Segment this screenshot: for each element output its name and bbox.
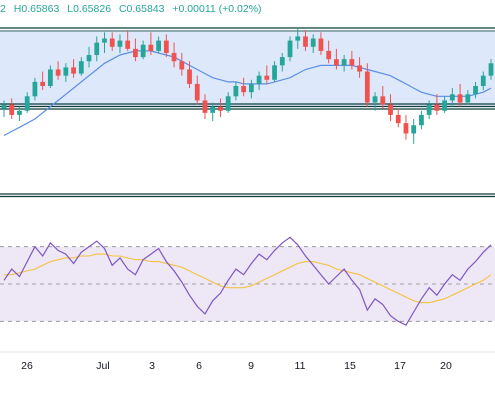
candle-body: [357, 65, 362, 72]
candle-body: [1, 104, 7, 109]
candle-body: [403, 123, 409, 134]
candle-body: [264, 75, 270, 80]
candle-body: [442, 100, 448, 111]
candle-body: [163, 40, 169, 53]
candle-body: [388, 104, 393, 115]
low-value: L0.65826: [67, 3, 112, 15]
change-value: +0.00011 (+0.02%): [172, 3, 262, 15]
candle-body: [372, 96, 378, 103]
moving-average-line: [3, 50, 492, 137]
candle-body: [94, 42, 100, 56]
candle-body: [55, 69, 61, 76]
price-pane[interactable]: [0, 27, 495, 198]
candle-body: [364, 71, 370, 103]
candle-body: [225, 96, 231, 111]
candle-body: [303, 36, 308, 47]
candle-body: [86, 55, 92, 62]
candle-body: [194, 83, 200, 101]
candle-body: [310, 38, 316, 47]
candle-body: [102, 38, 107, 43]
candle-body: [380, 96, 386, 105]
candle-body: [395, 114, 401, 124]
x-axis-tick-label: 6: [196, 360, 202, 372]
candle-body: [218, 106, 223, 111]
candle-body: [17, 110, 22, 115]
rsi-pane[interactable]: [0, 236, 495, 326]
candle-body: [109, 38, 115, 47]
candle-body: [125, 40, 131, 49]
candle-body: [318, 38, 324, 51]
candle-body: [256, 75, 262, 84]
candle-body: [9, 104, 15, 115]
candle-body: [71, 67, 76, 74]
candle-body: [78, 61, 84, 74]
candle-body: [411, 125, 417, 134]
candle-body: [480, 75, 486, 86]
candle-body: [32, 81, 38, 97]
candle-body: [473, 86, 478, 95]
x-axis-tick-label: 17: [394, 360, 406, 372]
open-value-fragment: 2: [0, 3, 6, 15]
candle-body: [140, 44, 146, 58]
x-axis-tick-label: 15: [344, 360, 356, 372]
candle-body: [156, 40, 161, 51]
rsi-moving-average-line: [4, 253, 492, 304]
candle-body: [341, 59, 347, 66]
candle-body: [272, 65, 277, 80]
candle-body: [179, 61, 185, 70]
candle-body: [233, 86, 239, 97]
candle-body: [202, 100, 208, 113]
candle-body: [187, 69, 192, 84]
x-axis-tick-label: 9: [248, 360, 254, 372]
ohlc-legend: 2 H0.65863 L0.65826 C0.65843 +0.00011 (+…: [0, 3, 267, 19]
x-axis-tick-label: 26: [21, 360, 33, 372]
candle-body: [326, 50, 332, 60]
candle-body: [210, 106, 216, 113]
candle-body: [63, 67, 69, 76]
candle-body: [24, 96, 30, 111]
x-axis-tick-label: 11: [295, 360, 306, 372]
x-axis-tick-label: 20: [440, 360, 452, 372]
candle-body: [40, 81, 46, 86]
candle-body: [465, 94, 471, 103]
candle-body: [133, 48, 138, 58]
rsi-line: [3, 236, 492, 326]
candle-body: [287, 40, 293, 58]
high-value: H0.65863: [13, 3, 60, 15]
x-axis-tick-label: 3: [149, 360, 155, 372]
candle-body: [117, 40, 123, 47]
candle-body: [279, 57, 285, 66]
candle-body: [334, 59, 339, 66]
candle-body: [148, 44, 154, 51]
candle-body: [457, 94, 463, 103]
candle-body: [241, 86, 247, 93]
candle-body: [449, 94, 455, 101]
close-value: C0.65843: [118, 3, 165, 15]
candle-body: [171, 52, 177, 62]
candle-body: [295, 36, 301, 41]
candle-body: [349, 59, 355, 66]
candle-body: [47, 69, 53, 86]
candle-body: [434, 104, 440, 111]
x-axis: 26 Jul 3 6 9 11 15 17 20: [0, 351, 495, 372]
candle-body: [248, 83, 254, 93]
candle-body: [488, 63, 494, 76]
x-axis-tick-label: Jul: [96, 360, 109, 372]
candle-body: [419, 114, 424, 126]
candle-body: [426, 104, 432, 115]
